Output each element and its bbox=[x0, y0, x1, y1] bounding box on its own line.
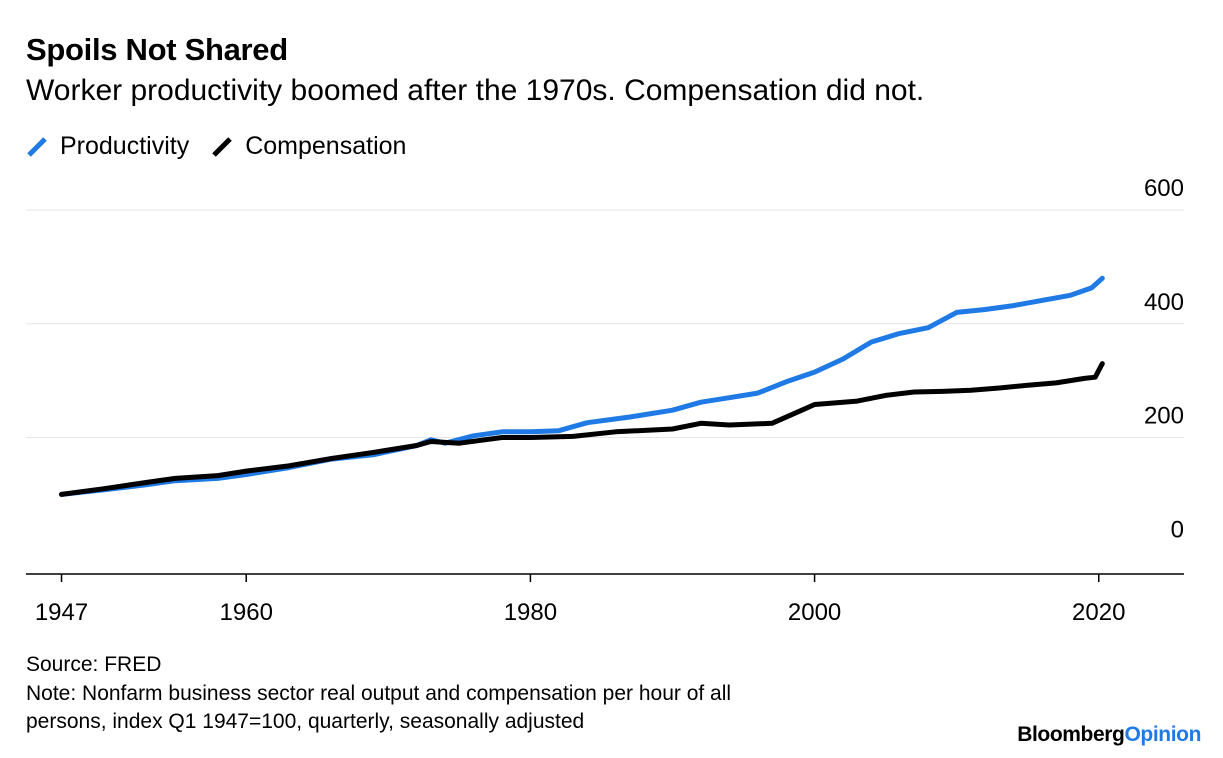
series-line-compensation bbox=[59, 361, 1105, 497]
x-tick-label-1980: 1980 bbox=[504, 599, 557, 626]
x-axis: 1947 1960 1980 2000 2020 bbox=[26, 573, 1184, 626]
x-tick-label-1947: 1947 bbox=[35, 599, 88, 626]
legend-label-productivity: Productivity bbox=[60, 132, 190, 160]
series-lines bbox=[59, 275, 1105, 497]
y-tick-label-400: 400 bbox=[1144, 289, 1184, 316]
legend: Productivity Compensation bbox=[26, 132, 428, 161]
productivity-swatch-icon bbox=[27, 136, 47, 157]
series-line-productivity bbox=[59, 275, 1105, 497]
chart-subtitle: Worker productivity boomed after the 197… bbox=[26, 74, 925, 107]
note-line-2: persons, index Q1 1947=100, quarterly, s… bbox=[26, 710, 585, 733]
x-tick-label-1960: 1960 bbox=[220, 599, 273, 626]
bloomberg-opinion-logo: BloombergOpinion bbox=[1017, 723, 1201, 747]
logo-part-bloomberg: Bloomberg bbox=[1017, 723, 1125, 746]
logo-part-opinion: Opinion bbox=[1124, 723, 1201, 746]
chart-title: Spoils Not Shared bbox=[26, 32, 288, 67]
y-tick-label-600: 600 bbox=[1144, 175, 1184, 202]
source-note: Source: FRED bbox=[26, 653, 162, 676]
y-tick-label-0: 0 bbox=[1171, 516, 1184, 543]
note-line-1: Note: Nonfarm business sector real outpu… bbox=[26, 682, 732, 705]
legend-label-compensation: Compensation bbox=[245, 132, 407, 160]
x-tick-label-2020: 2020 bbox=[1072, 599, 1125, 626]
x-tick-label-2000: 2000 bbox=[788, 599, 841, 626]
grid-lines bbox=[26, 209, 1184, 438]
compensation-swatch-icon bbox=[212, 136, 232, 157]
legend-item-compensation: Compensation bbox=[211, 132, 406, 161]
y-axis-labels: 0 200 400 600 bbox=[1144, 175, 1184, 543]
y-tick-label-200: 200 bbox=[1144, 403, 1184, 430]
legend-item-productivity: Productivity bbox=[26, 132, 189, 161]
